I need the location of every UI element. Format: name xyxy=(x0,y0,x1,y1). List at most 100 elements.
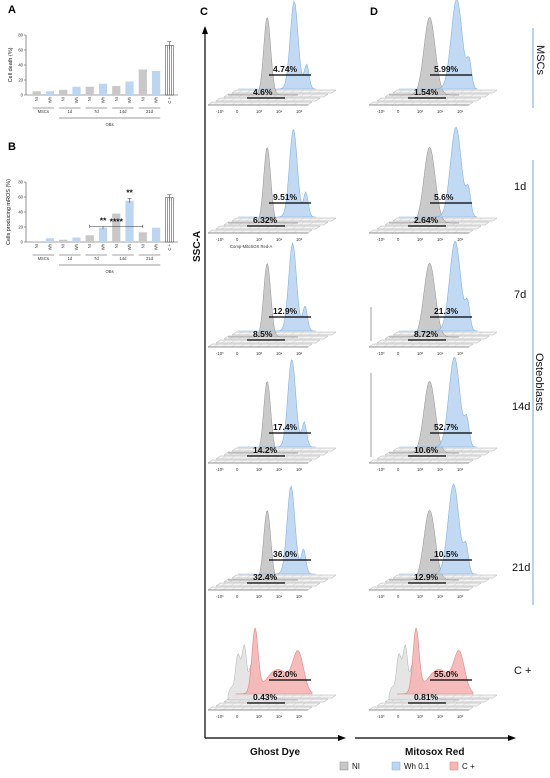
stack-hatch xyxy=(308,89,313,94)
stack-hatch xyxy=(283,702,288,707)
stack-hatch xyxy=(238,93,243,98)
group-label: MSCs xyxy=(38,109,49,114)
stack-hatch xyxy=(392,101,397,106)
stack-hatch xyxy=(282,93,287,98)
stack-hatch xyxy=(452,451,457,456)
ni-peak xyxy=(389,16,459,96)
lower-percentage: 2.64% xyxy=(414,215,439,225)
upper-percentage: 36.0% xyxy=(273,549,298,559)
stack-hatch xyxy=(390,451,396,456)
stack-hatch xyxy=(247,93,252,98)
stack-hatch xyxy=(240,459,245,464)
x-tick-label: -10³ xyxy=(216,351,224,356)
stack-hatch xyxy=(282,221,287,226)
bar xyxy=(138,232,147,242)
stack-hatch xyxy=(383,343,388,348)
stack-hatch xyxy=(391,455,396,460)
stack-hatch xyxy=(292,339,297,344)
bar xyxy=(98,83,108,95)
stack-hatch xyxy=(451,331,456,336)
stack-hatch xyxy=(230,225,235,230)
stack-hatch xyxy=(383,459,388,464)
stack-hatch xyxy=(222,343,227,348)
stack-hatch xyxy=(290,574,295,579)
stack-hatch xyxy=(293,229,298,234)
stack-hatch xyxy=(301,97,306,102)
x-tick-label: 10³ xyxy=(256,714,263,719)
x-tick-label: 10⁴ xyxy=(276,594,283,599)
stack-hatch xyxy=(462,97,467,102)
category-label: C + xyxy=(167,96,172,103)
stack-hatch xyxy=(317,694,322,699)
stack-hatch xyxy=(398,89,404,94)
stack-hatch xyxy=(445,459,450,464)
bar xyxy=(45,238,55,242)
stack-hatch xyxy=(436,706,441,711)
stack-hatch xyxy=(231,706,236,711)
stack-hatch xyxy=(478,574,483,579)
stack-hatch xyxy=(382,97,388,102)
stack-hatch xyxy=(229,221,235,226)
stack-hatch xyxy=(460,89,465,94)
stack-hatch xyxy=(283,225,288,230)
x-tick-label: 10⁴ xyxy=(437,467,444,472)
stack-hatch xyxy=(470,451,475,456)
x-tick-label: 10⁵ xyxy=(296,109,303,114)
x-tick-label: 0 xyxy=(236,351,239,356)
stack-hatch xyxy=(283,97,288,102)
x-tick-label: 10³ xyxy=(256,109,263,114)
upper-percentage: 21.3% xyxy=(434,306,459,316)
stack-hatch xyxy=(275,229,280,234)
stack-hatch xyxy=(222,706,227,711)
stack-hatch xyxy=(444,455,449,460)
x-tick-label: 10⁵ xyxy=(457,237,464,242)
upper-percentage: 4.74% xyxy=(273,64,298,74)
stack-hatch xyxy=(401,101,406,106)
stack-hatch xyxy=(275,706,280,711)
x-tick-label: 10⁵ xyxy=(296,594,303,599)
stack-hatch xyxy=(383,229,388,234)
x-tick-label: 10³ xyxy=(256,351,263,356)
stack-hatch xyxy=(237,447,243,452)
stack-hatch xyxy=(239,225,244,230)
stack-hatch xyxy=(454,343,459,348)
stack-hatch xyxy=(309,221,314,226)
stack-hatch xyxy=(300,93,305,98)
stack-hatch xyxy=(478,447,483,452)
x-tick-label: 10³ xyxy=(256,237,263,242)
obs-label: OBs xyxy=(106,122,114,127)
stack-hatch xyxy=(239,582,244,587)
stack-hatch xyxy=(461,451,466,456)
legend-swatch xyxy=(391,761,401,771)
category-label: Wh xyxy=(154,96,159,103)
ni-peak xyxy=(228,147,298,224)
stack-hatch xyxy=(299,89,304,94)
stack-hatch xyxy=(478,217,483,222)
ni-peak xyxy=(389,509,459,581)
bar xyxy=(59,239,68,242)
stack-hatch xyxy=(290,694,295,699)
y-tick-label: 0 xyxy=(21,93,24,98)
stack-hatch xyxy=(257,343,263,348)
upper-percentage: 9.51% xyxy=(273,192,298,202)
histogram-row: -10³ 0 10³ 10⁴ 10⁵ 52.7% 10.6% xyxy=(368,357,498,472)
stack-hatch xyxy=(460,217,465,222)
stack-hatch xyxy=(398,217,404,222)
stack-hatch xyxy=(410,459,415,464)
stack-hatch xyxy=(222,101,227,106)
group-label: 21d xyxy=(146,256,154,261)
stack-hatch xyxy=(281,89,287,94)
stack-hatch xyxy=(427,343,432,348)
x-tick-label: 10⁴ xyxy=(437,237,444,242)
stack-hatch xyxy=(309,451,314,456)
stack-hatch xyxy=(453,339,458,344)
stack-hatch xyxy=(445,706,450,711)
stack-hatch xyxy=(470,698,475,703)
ni-peak xyxy=(389,262,459,338)
histogram-row: -10³ 0 10³ 10⁴ 10⁵ 4.74% 4.6% xyxy=(207,0,337,114)
ni-peak xyxy=(228,17,298,96)
group-label: MSCs xyxy=(38,256,49,261)
x-axis-label: Comp-MitoSOX Red-A xyxy=(230,244,273,249)
stack-hatch xyxy=(240,586,245,591)
stack-hatch xyxy=(374,586,380,591)
